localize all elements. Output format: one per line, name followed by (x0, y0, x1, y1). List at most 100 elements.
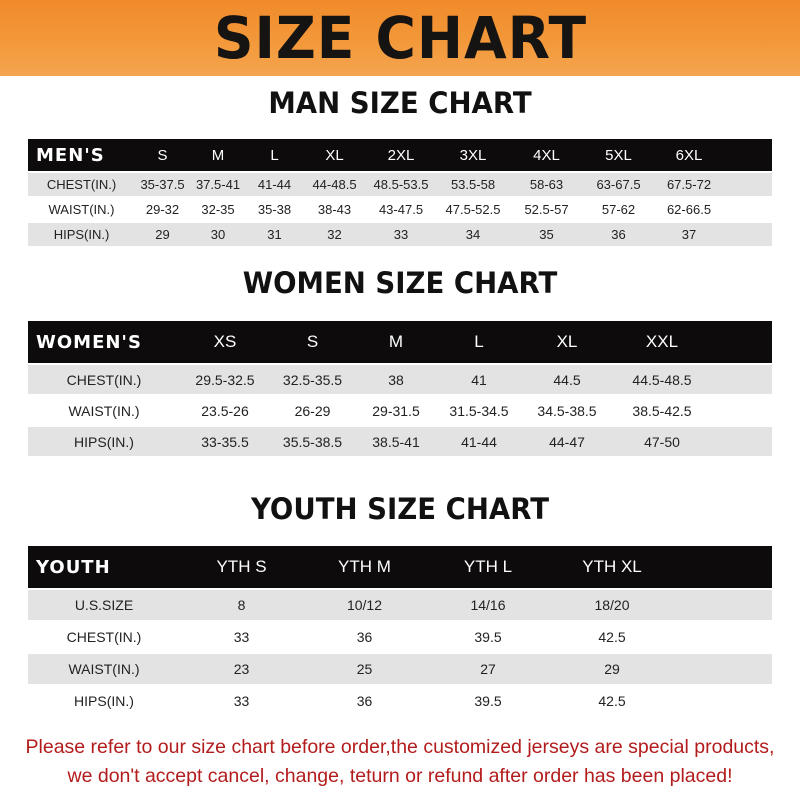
cell: 52.5-57 (524, 202, 569, 217)
cell: L (270, 146, 279, 164)
cell: 34.5-38.5 (537, 402, 597, 419)
youth-title: YOUTH SIZE CHART (250, 492, 550, 526)
cell: 41-44 (257, 177, 292, 192)
cell: 47.5-52.5 (445, 202, 501, 217)
cell: M (388, 332, 404, 351)
row-label: HIPS(IN.) (53, 227, 110, 242)
header-row: WOMEN'S XS S M L XL XXL (28, 321, 772, 363)
row-label: MEN'S (36, 144, 105, 166)
cell: 33-35.5 (201, 433, 249, 450)
cell: 41-44 (461, 433, 497, 450)
cell: YTH M (338, 557, 391, 576)
banner-title: SIZE CHART (213, 4, 587, 72)
cell: S (306, 332, 319, 351)
banner: SIZE CHART (0, 0, 800, 76)
cell: 4XL (533, 146, 560, 164)
cell: 23 (233, 661, 250, 677)
cell: 42.5 (598, 693, 626, 709)
cell: XS (213, 332, 237, 351)
table-row: HIPS(IN.) 33-35.5 35.5-38.5 38.5-41 41-44 44-… (28, 427, 772, 456)
cell: 44.5-48.5 (632, 371, 692, 388)
cell: 31 (267, 227, 282, 242)
table-row: HIPS(IN.) 29 30 31 32 33 34 35 36 37 (28, 223, 772, 246)
cell: XL (325, 146, 344, 164)
cell: 67.5-72 (666, 177, 712, 192)
cell: 63-67.5 (596, 177, 641, 192)
cell: 41 (471, 371, 487, 388)
row-label: CHEST(IN.) (46, 177, 117, 192)
cell: 33 (233, 629, 250, 645)
row-label: WAIST(IN.) (68, 402, 140, 419)
cell: 32-35 (201, 202, 235, 217)
cell: 26-29 (294, 402, 331, 419)
cell: 32 (327, 227, 342, 242)
cell: 33 (233, 693, 250, 709)
cell: XXL (645, 332, 679, 351)
table-row: CHEST(IN.) 35-37.5 37.5-41 41-44 44-48.5 48.5… (28, 173, 772, 196)
cell: 62-66.5 (666, 202, 712, 217)
row-label: WOMEN'S (36, 331, 142, 353)
women-title: WOMEN SIZE CHART (242, 266, 558, 300)
cell: 29-31.5 (372, 402, 420, 419)
cell: 18/20 (594, 597, 630, 613)
cell: 44.5 (553, 371, 581, 388)
cell: 36 (611, 227, 626, 242)
row-label: YOUTH (36, 556, 111, 578)
cell: YTH L (463, 557, 513, 576)
cell: XL (556, 332, 578, 351)
cell: 30 (210, 227, 226, 242)
row-label: WAIST(IN.) (68, 661, 140, 677)
cell: 35.5-38.5 (282, 433, 343, 450)
row-label: HIPS(IN.) (74, 693, 134, 709)
men-title: MAN SIZE CHART (268, 86, 532, 120)
cell: 57-62 (601, 202, 636, 217)
cell: 35-38 (257, 202, 292, 217)
cell: 39.5 (474, 693, 502, 709)
cell: 23.5-26 (201, 402, 249, 419)
cell: 5XL (605, 146, 632, 164)
row-label: HIPS(IN.) (74, 433, 134, 450)
cell: 34 (465, 227, 481, 242)
cell: 29 (155, 227, 170, 242)
cell: 8 (237, 597, 246, 613)
cell: 6XL (675, 146, 703, 164)
cell: 38 (388, 371, 404, 388)
cell: 53.5-58 (450, 177, 496, 192)
cell: 35-37.5 (140, 177, 185, 192)
cell: 14/16 (470, 597, 506, 613)
cell: 29 (604, 661, 620, 677)
cell: 38-43 (317, 202, 352, 217)
row-label: CHEST(IN.) (66, 629, 142, 645)
cell: 38.5-41 (372, 433, 420, 450)
cell: YTH XL (582, 557, 642, 576)
cell: 25 (356, 661, 373, 677)
row-label: CHEST(IN.) (66, 371, 142, 388)
cell: 3XL (459, 146, 487, 164)
cell: 48.5-53.5 (373, 177, 429, 192)
table-row: WAIST(IN.) 23.5-26 26-29 29-31.5 31.5-34.5 34… (28, 396, 772, 425)
table-row: U.S.SIZE 8 10/12 14/16 18/20 (28, 590, 772, 620)
table-row: CHEST(IN.) 29.5-32.5 32.5-35.5 38 41 44.5 44.5… (28, 365, 772, 394)
cell: 36 (356, 693, 373, 709)
cell: 44-47 (549, 433, 585, 450)
row-label: U.S.SIZE (74, 597, 134, 613)
women-size-table: WOMEN'S XS S M L XL XXL CHEST(IN.) 29.5-32.5 32.5… (28, 321, 772, 456)
table-row: WAIST(IN.) 23 25 27 29 (28, 654, 772, 684)
cell: YTH S (216, 557, 267, 576)
cell: 36 (356, 629, 373, 645)
cell: 27 (480, 661, 496, 677)
cell: 10/12 (346, 597, 383, 613)
cell: 38.5-42.5 (632, 402, 692, 419)
youth-size-table: YOUTH YTH S YTH M YTH L YTH XL U.S.SIZE 8 10/12… (28, 546, 772, 716)
header-row: MEN'S S M L XL 2XL 3XL 4XL 5XL 6XL (28, 139, 772, 171)
cell: 29.5-32.5 (195, 371, 255, 388)
table-row: WAIST(IN.) 29-32 32-35 35-38 38-43 43-47.5 47.… (28, 198, 772, 221)
table-row: CHEST(IN.) 33 36 39.5 42.5 (28, 622, 772, 652)
cell: 2XL (387, 146, 415, 164)
cell: 33 (393, 227, 409, 242)
note-line: we don't accept cancel, change, teturn o… (67, 765, 733, 787)
cell: 29-32 (145, 202, 180, 217)
cell: 35 (539, 227, 554, 242)
cell: 31.5-34.5 (449, 402, 509, 419)
table-row: HIPS(IN.) 33 36 39.5 42.5 (28, 686, 772, 716)
